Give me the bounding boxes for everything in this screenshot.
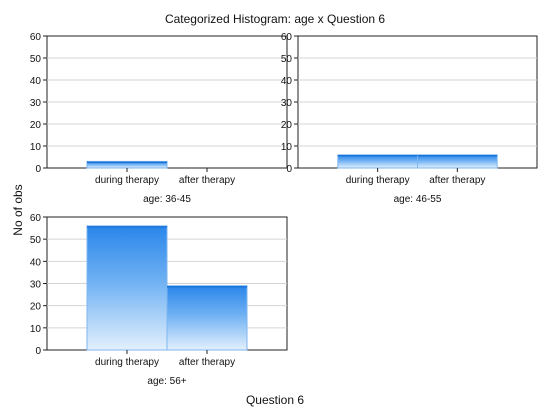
y-tick-label: 60 — [30, 213, 42, 224]
panel-1: 0 10 20 30 40 50 60 during therapy after therapy… — [30, 32, 288, 205]
x-tick-label: after therapy — [179, 357, 235, 368]
y-tick-label: 50 — [281, 54, 293, 65]
y-tick-label: 50 — [30, 235, 42, 246]
x-tick-label: during therapy — [95, 357, 159, 368]
panel-2: 0 10 20 30 40 50 60 during therapy after therapy… — [281, 32, 538, 205]
bar — [86, 225, 168, 351]
x-tick-label: during therapy — [346, 175, 410, 186]
chart-title: Categorized Histogram: age x Question 6 — [165, 12, 385, 26]
y-tick-label: 20 — [30, 120, 42, 131]
panel-label: age: 36-45 — [143, 194, 191, 205]
y-tick-label: 0 — [35, 164, 41, 175]
bar — [417, 154, 498, 169]
y-tick-label: 50 — [30, 54, 42, 65]
bar — [166, 285, 248, 351]
y-tick-label: 60 — [30, 32, 42, 43]
y-tick-label: 10 — [30, 142, 42, 153]
bar — [337, 154, 419, 169]
x-tick-label: during therapy — [95, 175, 159, 186]
y-tick-label: 40 — [30, 76, 42, 87]
y-tick-label: 0 — [286, 164, 292, 175]
x-tick-label: after therapy — [429, 175, 485, 186]
y-tick-label: 30 — [30, 98, 42, 109]
y-tick-label: 10 — [281, 142, 293, 153]
panel-3: 0 10 20 30 40 50 60 during therapy after therapy… — [30, 213, 288, 387]
y-tick-label: 10 — [30, 324, 42, 335]
y-tick-label: 20 — [281, 120, 293, 131]
y-tick-label: 0 — [35, 346, 41, 357]
x-tick-label: after therapy — [179, 175, 235, 186]
y-tick-label: 40 — [30, 257, 42, 268]
panel-label: age: 46-55 — [394, 194, 442, 205]
y-tick-label: 60 — [281, 32, 293, 43]
panel-label: age: 56+ — [147, 376, 186, 387]
y-tick-label: 40 — [281, 76, 293, 87]
x-axis-label: Question 6 — [246, 393, 304, 407]
y-tick-label: 30 — [30, 280, 42, 291]
y-axis-label: No of obs — [11, 184, 25, 235]
y-tick-label: 30 — [281, 98, 293, 109]
y-tick-label: 20 — [30, 302, 42, 313]
